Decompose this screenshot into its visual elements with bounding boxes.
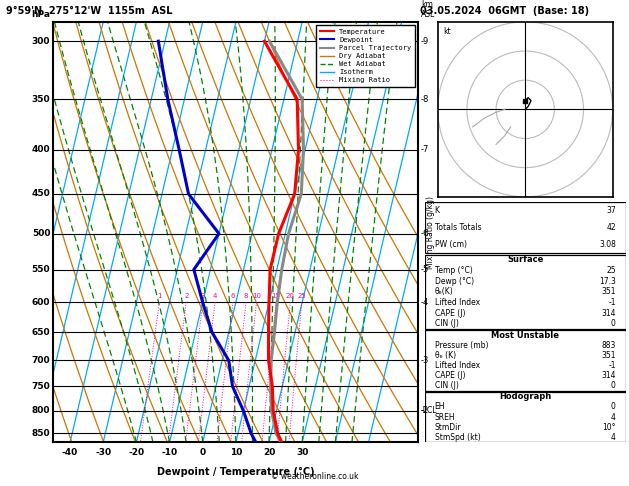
Text: 15: 15	[272, 293, 281, 299]
Text: -20: -20	[128, 448, 145, 457]
Text: CAPE (J): CAPE (J)	[435, 371, 465, 380]
Text: km
ASL: km ASL	[421, 0, 436, 19]
Text: 400: 400	[31, 145, 50, 154]
Text: Dewpoint / Temperature (°C): Dewpoint / Temperature (°C)	[157, 467, 314, 477]
Text: 4: 4	[611, 413, 616, 421]
Text: 1: 1	[157, 293, 162, 299]
Text: Lifted Index: Lifted Index	[435, 361, 480, 370]
Text: CIN (J): CIN (J)	[435, 381, 459, 390]
Text: PW (cm): PW (cm)	[435, 240, 467, 249]
Text: K: K	[435, 206, 440, 215]
Text: 550: 550	[31, 265, 50, 274]
Text: 9°59'N  275°12'W  1155m  ASL: 9°59'N 275°12'W 1155m ASL	[6, 5, 173, 16]
Text: Dewp (°C): Dewp (°C)	[435, 277, 474, 286]
Text: 314: 314	[601, 371, 616, 380]
Bar	[425, 202, 626, 253]
Text: 0: 0	[199, 448, 206, 457]
Text: 0: 0	[611, 381, 616, 390]
Text: Lifted Index: Lifted Index	[435, 298, 480, 307]
Text: 20: 20	[286, 293, 295, 299]
Text: 3.08: 3.08	[599, 240, 616, 249]
Text: 17.3: 17.3	[599, 277, 616, 286]
Text: kt: kt	[443, 27, 451, 35]
Text: -30: -30	[95, 448, 111, 457]
Text: 03.05.2024  06GMT  (Base: 18): 03.05.2024 06GMT (Base: 18)	[420, 5, 589, 16]
Text: 351: 351	[601, 351, 616, 360]
Text: 314: 314	[601, 309, 616, 318]
Text: 0: 0	[611, 319, 616, 329]
Text: -8: -8	[420, 95, 428, 104]
Text: -9: -9	[420, 36, 428, 46]
Text: 500: 500	[32, 229, 50, 238]
Text: 3: 3	[201, 293, 205, 299]
Text: 650: 650	[31, 328, 50, 337]
Text: -6: -6	[420, 229, 428, 238]
Text: 300: 300	[32, 36, 50, 46]
Text: 25: 25	[298, 293, 306, 299]
Text: -3: -3	[420, 356, 428, 365]
Text: 30: 30	[296, 448, 308, 457]
Text: Hodograph: Hodograph	[499, 392, 552, 401]
Text: StmDir: StmDir	[435, 423, 461, 432]
Text: 450: 450	[31, 190, 50, 198]
Text: 10°: 10°	[603, 423, 616, 432]
Text: 800: 800	[32, 406, 50, 415]
Bar	[425, 255, 626, 329]
Text: Totals Totals: Totals Totals	[435, 223, 481, 232]
Text: θₑ (K): θₑ (K)	[435, 351, 456, 360]
Text: 4: 4	[213, 293, 217, 299]
Text: -1: -1	[608, 361, 616, 370]
Text: Surface: Surface	[507, 256, 543, 264]
Text: © weatheronline.co.uk: © weatheronline.co.uk	[270, 472, 359, 481]
Text: 883: 883	[601, 341, 616, 350]
Text: Mixing Ratio (g/kg): Mixing Ratio (g/kg)	[426, 195, 435, 269]
Text: -1: -1	[608, 298, 616, 307]
Bar	[425, 330, 626, 391]
Bar	[425, 392, 626, 442]
Text: 350: 350	[31, 95, 50, 104]
Text: StmSpd (kt): StmSpd (kt)	[435, 433, 481, 442]
Text: 10: 10	[230, 448, 242, 457]
Text: 2: 2	[184, 293, 189, 299]
Text: 351: 351	[601, 287, 616, 296]
Text: hPa: hPa	[31, 10, 50, 19]
Text: -2: -2	[420, 406, 428, 415]
Text: 8: 8	[244, 293, 248, 299]
Text: -7: -7	[420, 145, 428, 154]
Text: Pressure (mb): Pressure (mb)	[435, 341, 488, 350]
Text: θₑ(K): θₑ(K)	[435, 287, 454, 296]
Text: SREH: SREH	[435, 413, 455, 421]
Text: -10: -10	[162, 448, 177, 457]
Text: Most Unstable: Most Unstable	[491, 331, 559, 340]
Text: 700: 700	[31, 356, 50, 365]
Text: -4: -4	[420, 298, 428, 307]
Text: 750: 750	[31, 382, 50, 391]
Text: 600: 600	[32, 298, 50, 307]
Text: 850: 850	[31, 429, 50, 438]
Text: -LCL: -LCL	[420, 406, 437, 415]
Text: -40: -40	[62, 448, 78, 457]
Text: 20: 20	[263, 448, 276, 457]
Text: 37: 37	[606, 206, 616, 215]
Text: -5: -5	[420, 265, 428, 274]
Text: 6: 6	[231, 293, 235, 299]
Text: 4: 4	[611, 433, 616, 442]
Text: EH: EH	[435, 402, 445, 411]
Text: Temp (°C): Temp (°C)	[435, 266, 472, 275]
Text: 42: 42	[606, 223, 616, 232]
Text: CIN (J): CIN (J)	[435, 319, 459, 329]
Legend: Temperature, Dewpoint, Parcel Trajectory, Dry Adiabat, Wet Adiabat, Isotherm, Mi: Temperature, Dewpoint, Parcel Trajectory…	[316, 25, 415, 87]
Text: 10: 10	[252, 293, 261, 299]
Text: 25: 25	[606, 266, 616, 275]
Text: CAPE (J): CAPE (J)	[435, 309, 465, 318]
Text: 0: 0	[611, 402, 616, 411]
